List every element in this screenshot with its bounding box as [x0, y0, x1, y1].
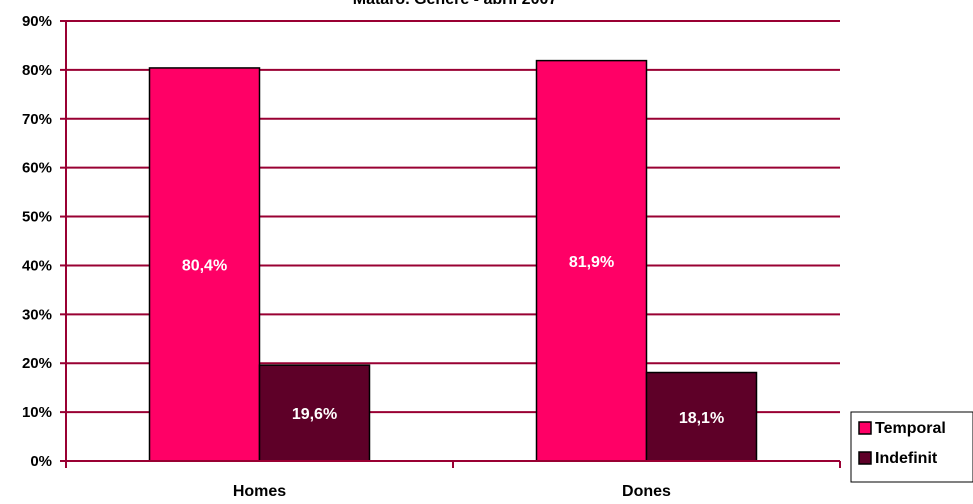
x-category-label: Dones: [622, 483, 671, 500]
y-tick-label: 50%: [22, 209, 52, 226]
legend-label: Indefinit: [875, 450, 938, 467]
x-category-labels: Homes Dones: [233, 483, 671, 500]
y-tick-labels: 0% 10% 20% 30% 40% 50% 60% 70% 80% 90%: [22, 13, 52, 470]
y-tick-label: 0%: [30, 453, 52, 470]
y-tick-label: 80%: [22, 62, 52, 79]
data-labels: 80,4% 19,6% 81,9% 18,1%: [182, 254, 724, 427]
data-label: 19,6%: [292, 406, 337, 423]
data-label: 81,9%: [569, 254, 614, 271]
bars: [148, 59, 758, 462]
legend-swatch: [858, 451, 872, 465]
y-tick-label: 70%: [22, 111, 52, 128]
y-tick-label: 30%: [22, 306, 52, 323]
y-tick-label: 20%: [22, 355, 52, 372]
data-label: 80,4%: [182, 257, 227, 274]
legend: Temporal Indefinit: [850, 411, 973, 483]
axes: [60, 20, 841, 468]
x-category-label: Homes: [233, 483, 286, 500]
data-label: 18,1%: [679, 410, 724, 427]
y-tick-label: 40%: [22, 257, 52, 274]
legend-swatch: [858, 421, 872, 435]
y-tick-label: 10%: [22, 404, 52, 421]
chart-title: Mataró. Gènere - abril 2007: [353, 0, 558, 8]
legend-label: Temporal: [875, 420, 946, 437]
bar-temporal-homes: [148, 67, 261, 462]
y-tick-label: 90%: [22, 13, 52, 30]
y-tick-label: 60%: [22, 160, 52, 177]
